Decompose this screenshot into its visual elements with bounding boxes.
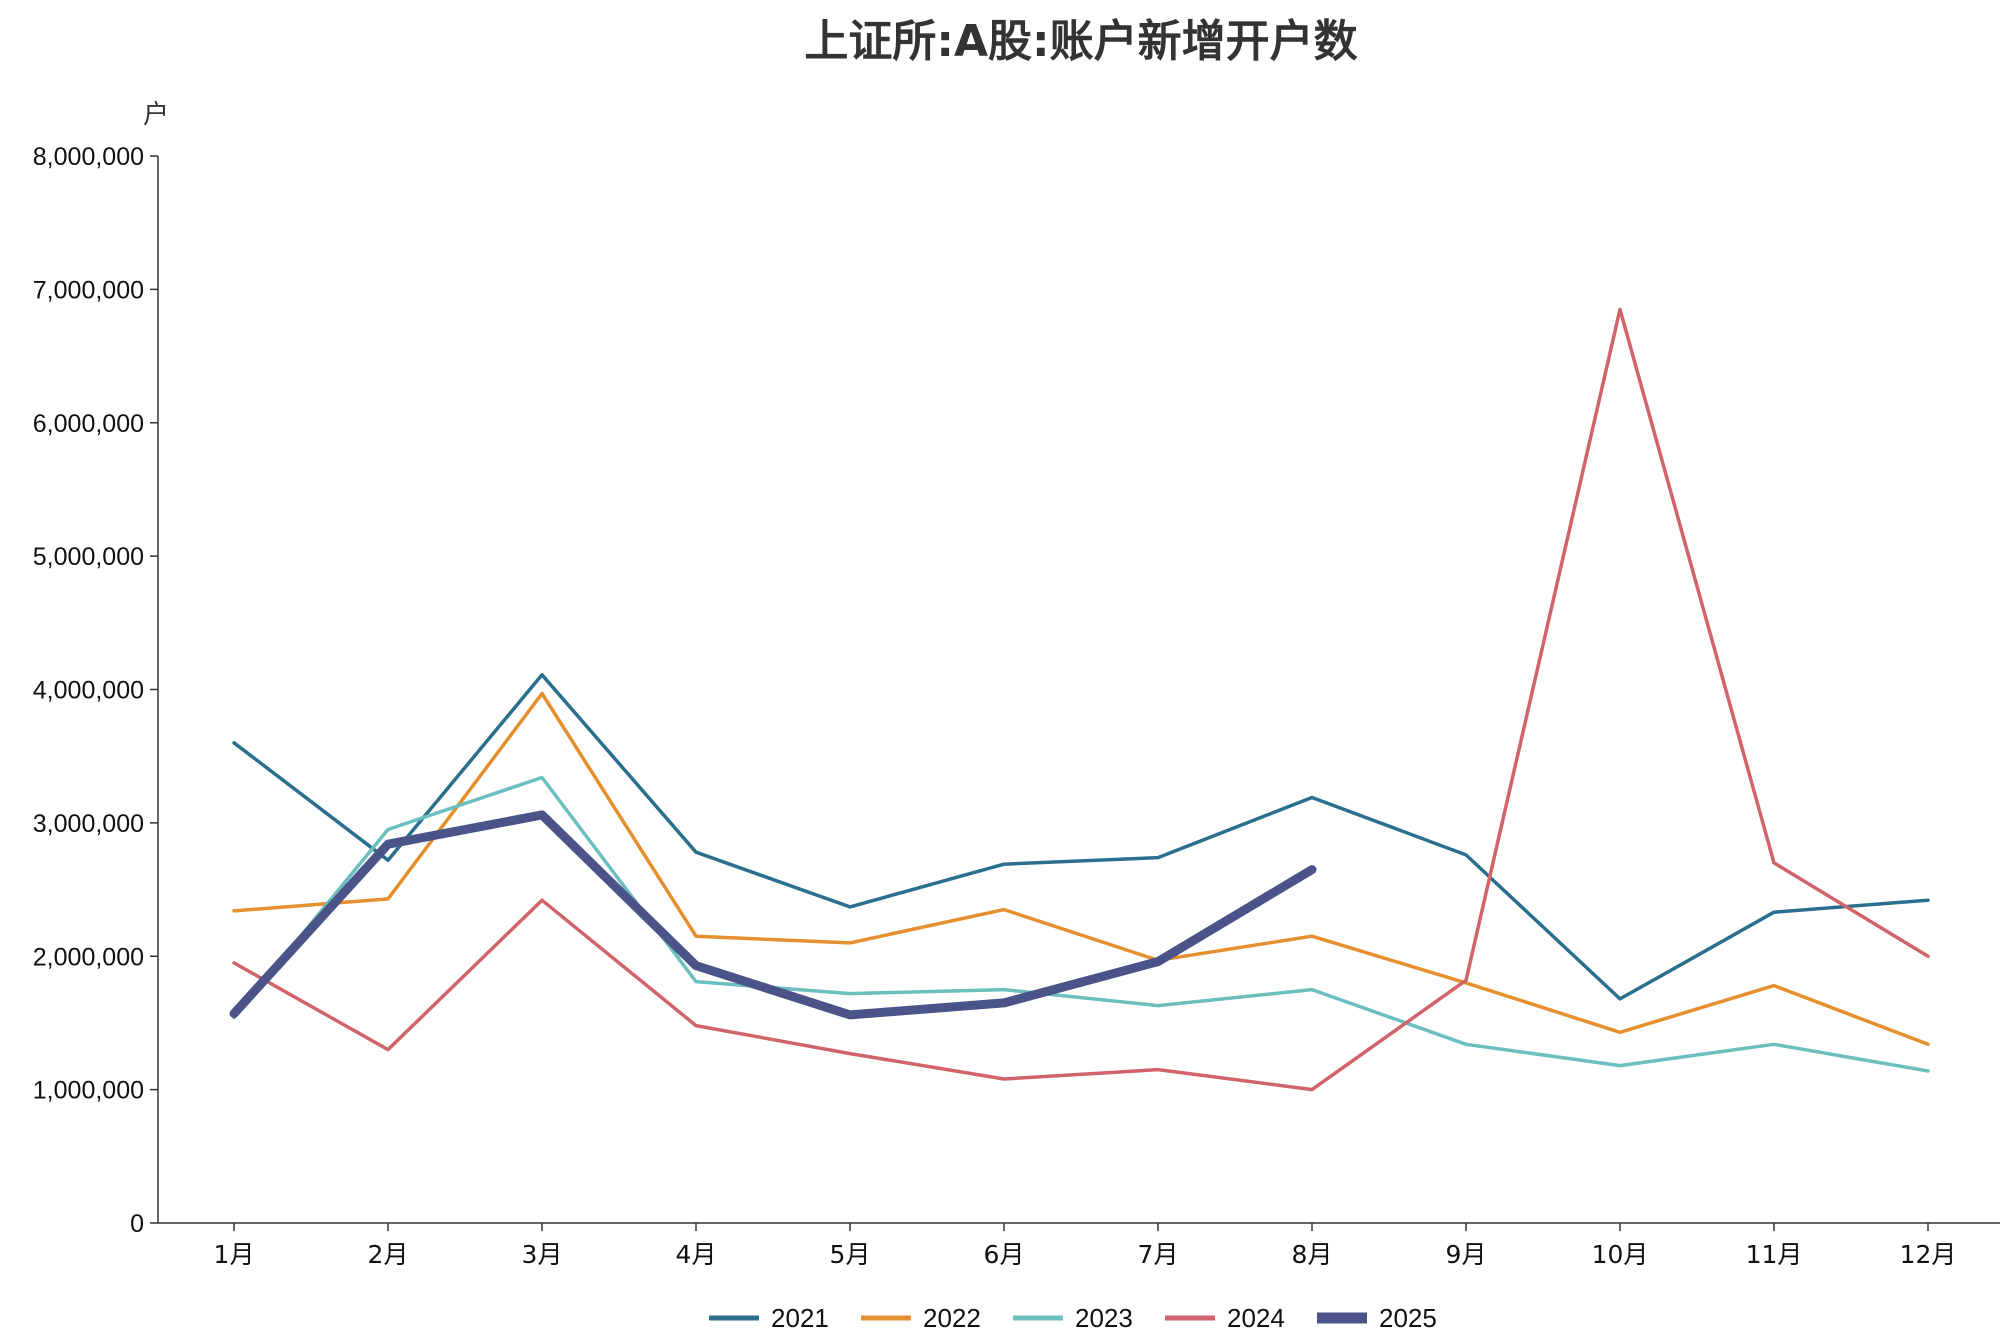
y-tick-label: 4,000,000 xyxy=(33,677,144,705)
x-tick-label: 2月 xyxy=(368,1240,409,1269)
legend-label: 2021 xyxy=(771,1303,829,1330)
chart-title: 上证所:A股:账户新增开户数 xyxy=(804,16,1357,67)
legend-item-2021[interactable]: 2021 xyxy=(709,1303,829,1330)
y-tick-label: 1,000,000 xyxy=(33,1077,144,1105)
x-tick-label: 4月 xyxy=(676,1240,717,1269)
legend-item-2022[interactable]: 2022 xyxy=(861,1303,981,1330)
y-axis: 0 1,000,000 2,000,000 3,000,000 4,000,000 5,0… xyxy=(33,143,159,1238)
legend-label: 2022 xyxy=(923,1303,981,1330)
x-tick-label: 12月 xyxy=(1900,1240,1957,1269)
legend[interactable]: 2021 2022 2023 2024 2025 xyxy=(709,1303,1437,1330)
legend-item-2025[interactable]: 2025 xyxy=(1317,1303,1437,1330)
x-tick-label: 3月 xyxy=(522,1240,563,1269)
series-line-2025 xyxy=(229,810,1317,1020)
legend-label: 2025 xyxy=(1379,1303,1437,1330)
series-line-2021 xyxy=(232,673,1930,1001)
x-tick-label: 8月 xyxy=(1292,1240,1333,1269)
legend-label: 2024 xyxy=(1227,1303,1285,1330)
series-line-2024 xyxy=(232,307,1930,1092)
x-tick-label: 1月 xyxy=(214,1240,255,1269)
x-tick-label: 11月 xyxy=(1746,1240,1803,1269)
y-tick-label: 8,000,000 xyxy=(33,143,144,171)
y-tick-label: 6,000,000 xyxy=(33,410,144,438)
x-tick-label: 9月 xyxy=(1446,1240,1487,1269)
y-tick-label: 0 xyxy=(130,1210,144,1238)
x-axis: 1月 2月 3月 4月 5月 6月 7月 8月 9月 10月 11月 12月 xyxy=(158,1222,2000,1269)
series-line-2023 xyxy=(232,775,1930,1073)
series-line-2022 xyxy=(232,691,1930,1047)
x-tick-label: 5月 xyxy=(830,1240,871,1269)
series-lines xyxy=(229,307,1930,1092)
y-tick-label: 2,000,000 xyxy=(33,943,144,971)
legend-label: 2023 xyxy=(1075,1303,1133,1330)
y-axis-unit: 户 xyxy=(143,100,169,130)
legend-item-2024[interactable]: 2024 xyxy=(1165,1303,1285,1330)
y-tick-label: 3,000,000 xyxy=(33,810,144,838)
x-tick-label: 7月 xyxy=(1138,1240,1179,1269)
y-tick-label: 5,000,000 xyxy=(33,543,144,571)
y-tick-label: 7,000,000 xyxy=(33,276,144,304)
legend-item-2023[interactable]: 2023 xyxy=(1013,1303,1133,1330)
x-tick-label: 6月 xyxy=(984,1240,1025,1269)
x-tick-label: 10月 xyxy=(1592,1240,1649,1269)
